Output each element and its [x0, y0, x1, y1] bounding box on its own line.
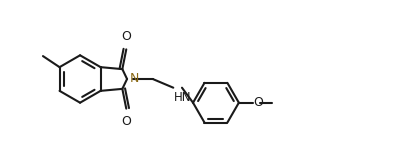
Text: O: O	[122, 115, 132, 128]
Text: O: O	[122, 30, 132, 43]
Text: HN: HN	[174, 91, 191, 104]
Text: N: N	[130, 73, 139, 85]
Text: O: O	[254, 96, 263, 109]
